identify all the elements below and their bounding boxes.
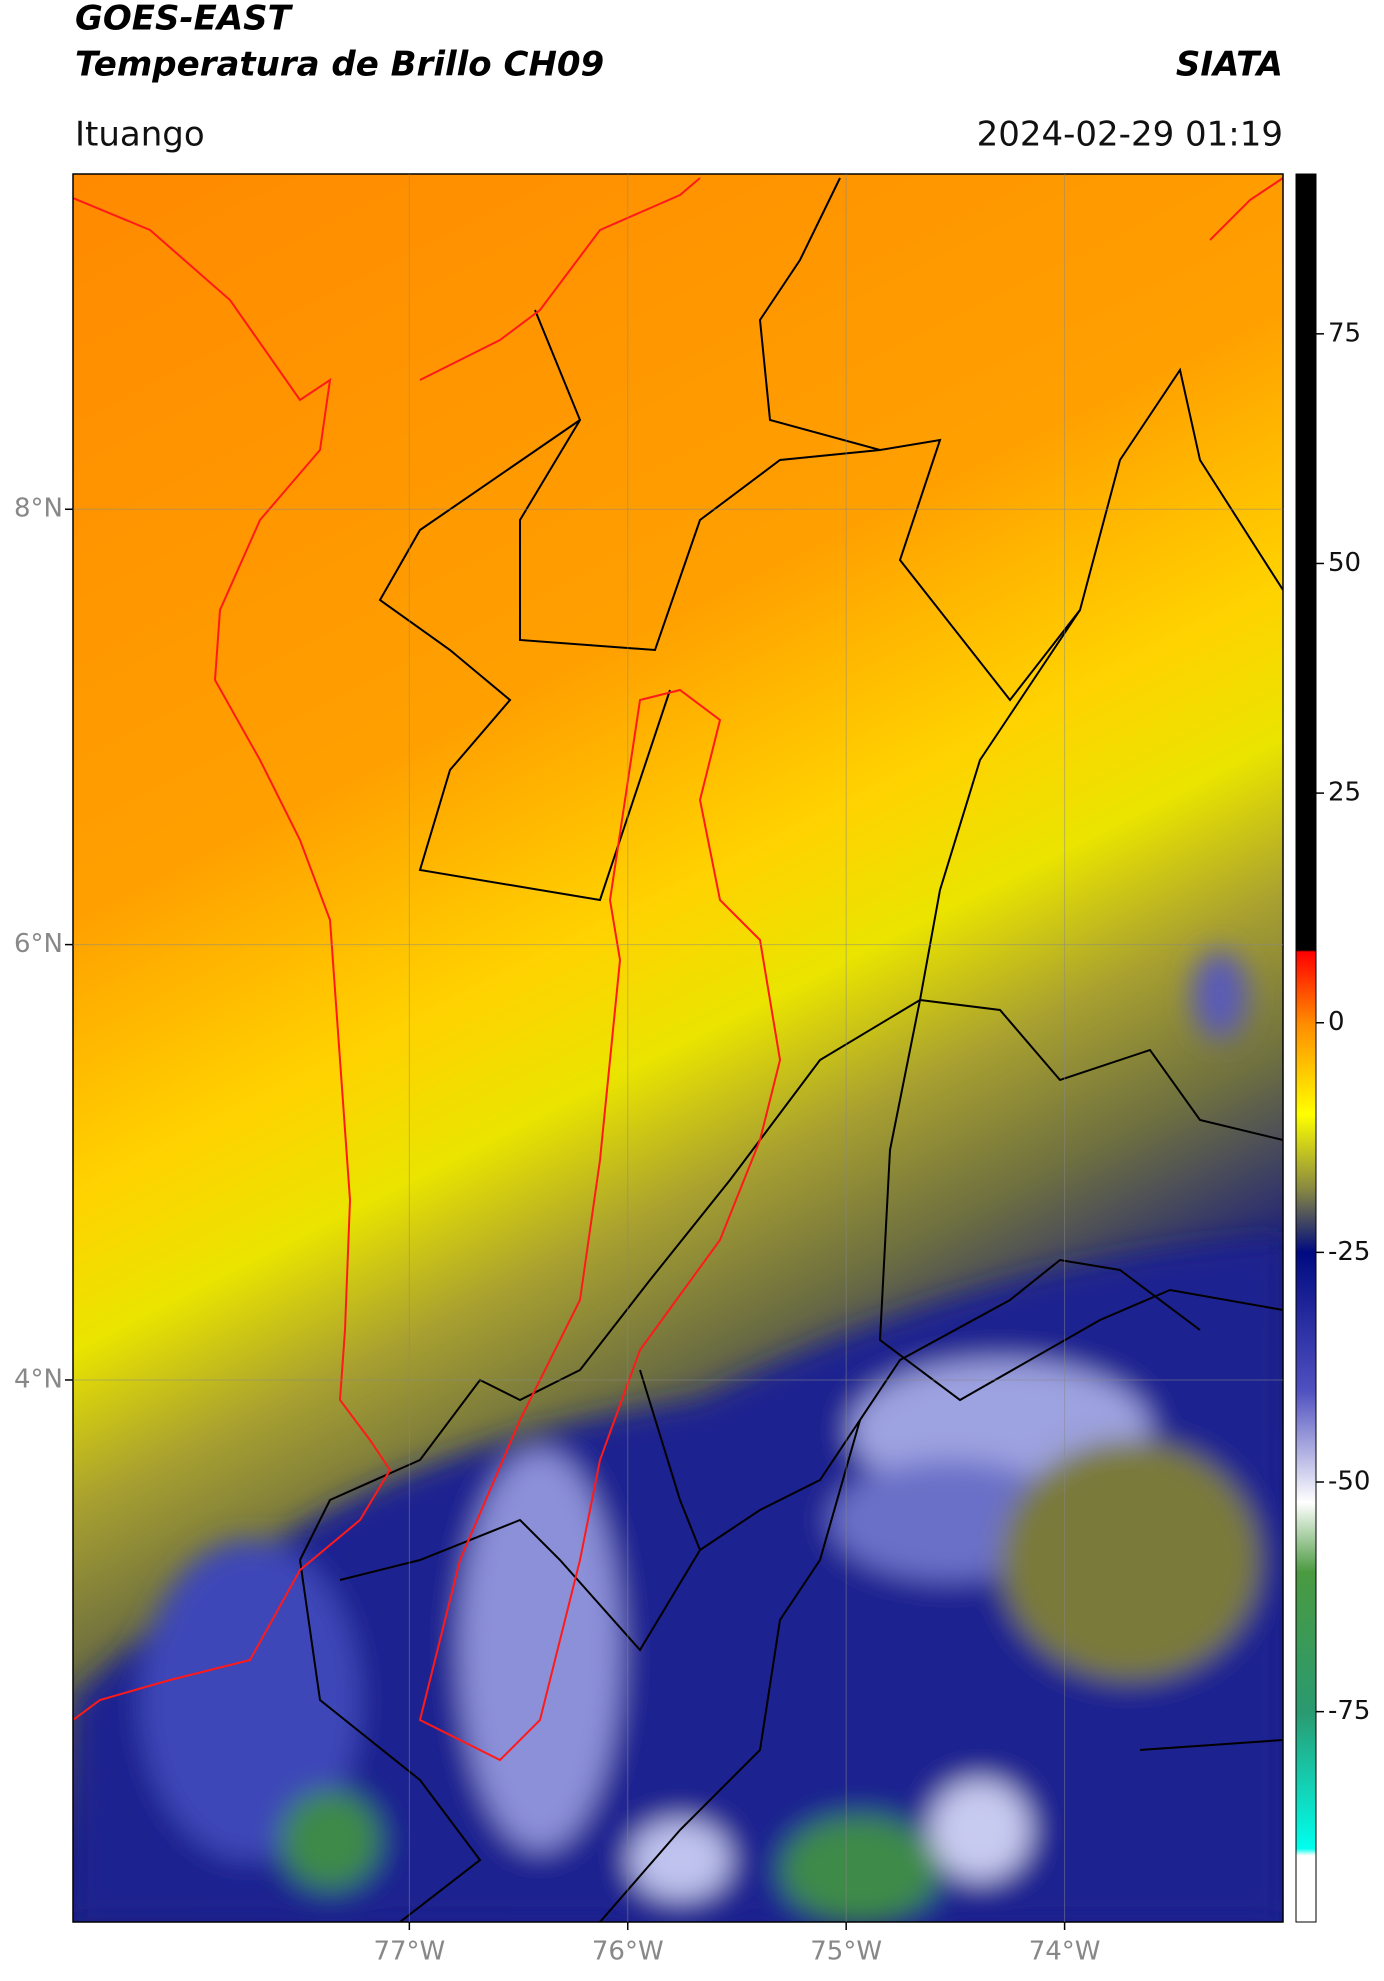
admin-boundaries — [299, 177, 1283, 1922]
colorbar-tick-label: 50 — [1328, 548, 1361, 578]
map — [73, 174, 1283, 1922]
datetime: 2024-02-29 01:19 — [977, 115, 1283, 155]
y-tick-label: 4°N — [14, 1364, 63, 1394]
subtitle: Temperatura de Brillo CH09 — [75, 45, 604, 85]
coastline-and-basin — [73, 177, 1283, 1762]
title: GOES-EAST — [75, 0, 294, 39]
colorbar-tick-label: -25 — [1328, 1237, 1370, 1267]
colorbar — [1295, 173, 1317, 1923]
colorbar-tick-label: 75 — [1328, 318, 1361, 348]
location: Ituango — [75, 115, 205, 155]
colorbar-tick-label: 25 — [1328, 778, 1361, 808]
colorbar-tick-label: -50 — [1328, 1467, 1370, 1497]
x-tick-label: 75°W — [810, 1937, 882, 1967]
map-frame — [72, 173, 1284, 1923]
colorbar-tick-label: -75 — [1328, 1696, 1370, 1726]
colorbar-tick-label: 0 — [1328, 1007, 1345, 1037]
x-tick-label: 74°W — [1029, 1937, 1101, 1967]
x-tick-label: 76°W — [592, 1937, 664, 1967]
y-tick-label: 6°N — [14, 929, 63, 959]
source: SIATA — [1176, 45, 1283, 85]
y-tick-label: 8°N — [14, 494, 63, 524]
cloud-field — [73, 950, 1283, 1922]
x-tick-label: 77°W — [373, 1937, 445, 1967]
